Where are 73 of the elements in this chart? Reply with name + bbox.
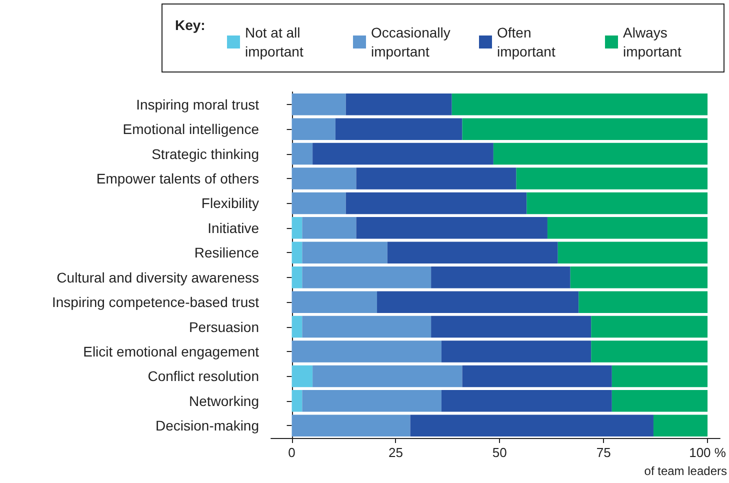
bar bbox=[346, 192, 527, 214]
bar bbox=[591, 316, 708, 338]
x-tick-label: 25 bbox=[388, 445, 403, 460]
bar bbox=[292, 365, 313, 388]
legend-label: Not at all important bbox=[245, 24, 304, 60]
bar bbox=[292, 192, 346, 214]
bar bbox=[377, 291, 579, 313]
bar bbox=[312, 365, 462, 388]
bar bbox=[302, 217, 356, 239]
bar bbox=[441, 390, 612, 412]
y-tick-label: Inspiring moral trust bbox=[136, 96, 260, 112]
bar bbox=[302, 266, 432, 288]
y-tick-label: Decision-making bbox=[156, 418, 259, 434]
bar bbox=[292, 340, 442, 362]
legend-label: Often important bbox=[497, 24, 556, 60]
bar bbox=[526, 192, 708, 214]
legend-label: Occasionally important bbox=[371, 24, 454, 60]
bar bbox=[292, 142, 313, 165]
bar bbox=[591, 340, 708, 362]
bar bbox=[547, 217, 708, 239]
y-tick-label: Networking bbox=[188, 392, 259, 409]
bar bbox=[462, 365, 612, 388]
y-tick-label: Resilience bbox=[194, 244, 260, 261]
bar bbox=[431, 266, 570, 288]
bar bbox=[292, 390, 302, 412]
x-tick-label: 50 bbox=[492, 445, 507, 460]
y-tick-label: Empower talents of others bbox=[96, 170, 259, 186]
bar bbox=[292, 316, 302, 338]
bar bbox=[441, 340, 592, 362]
x-tick-label: 75 bbox=[596, 445, 611, 460]
bar bbox=[356, 168, 516, 190]
x-tick-label: 100 % bbox=[689, 445, 726, 460]
bar bbox=[292, 93, 346, 116]
y-tick-label: Cultural and diversity awareness bbox=[56, 269, 259, 286]
bar bbox=[292, 118, 336, 140]
bar bbox=[578, 291, 708, 313]
y-tick-label: Flexibility bbox=[201, 195, 259, 212]
bar bbox=[612, 365, 708, 388]
bar bbox=[292, 291, 378, 313]
bar bbox=[410, 414, 654, 437]
y-tick-label: Strategic thinking bbox=[152, 146, 259, 162]
y-tick-label: Initiative bbox=[208, 220, 260, 236]
bar bbox=[558, 242, 708, 264]
y-tick-label: Persuasion bbox=[188, 318, 259, 335]
bar bbox=[302, 242, 388, 264]
bar bbox=[612, 390, 708, 412]
y-tick-label: Elicit emotional engagement bbox=[83, 344, 260, 360]
y-tick-label: Emotional intelligence bbox=[122, 121, 260, 138]
y-tick-label: Inspiring competence-based trust bbox=[52, 294, 260, 310]
bar bbox=[462, 118, 708, 140]
x-tick-label: 0 bbox=[288, 445, 296, 460]
bar bbox=[292, 242, 302, 264]
bar bbox=[516, 168, 708, 190]
bar bbox=[302, 390, 442, 412]
bar bbox=[292, 414, 410, 437]
bar bbox=[346, 93, 452, 116]
bar bbox=[335, 118, 462, 140]
bar bbox=[312, 142, 494, 165]
bar bbox=[452, 93, 708, 116]
bar bbox=[653, 414, 708, 437]
bar bbox=[292, 266, 302, 288]
bar bbox=[431, 316, 592, 338]
bar bbox=[292, 168, 356, 190]
bar bbox=[493, 142, 708, 165]
bar bbox=[292, 217, 302, 239]
bar bbox=[356, 217, 548, 239]
x-axis-title: of team leaders bbox=[644, 464, 727, 478]
legend-label: Always important bbox=[623, 24, 682, 60]
y-tick-label: Conflict resolution bbox=[148, 368, 259, 384]
bar bbox=[302, 316, 432, 338]
legend-title: Key: bbox=[175, 17, 206, 33]
bar bbox=[387, 242, 558, 264]
bar bbox=[570, 266, 708, 288]
